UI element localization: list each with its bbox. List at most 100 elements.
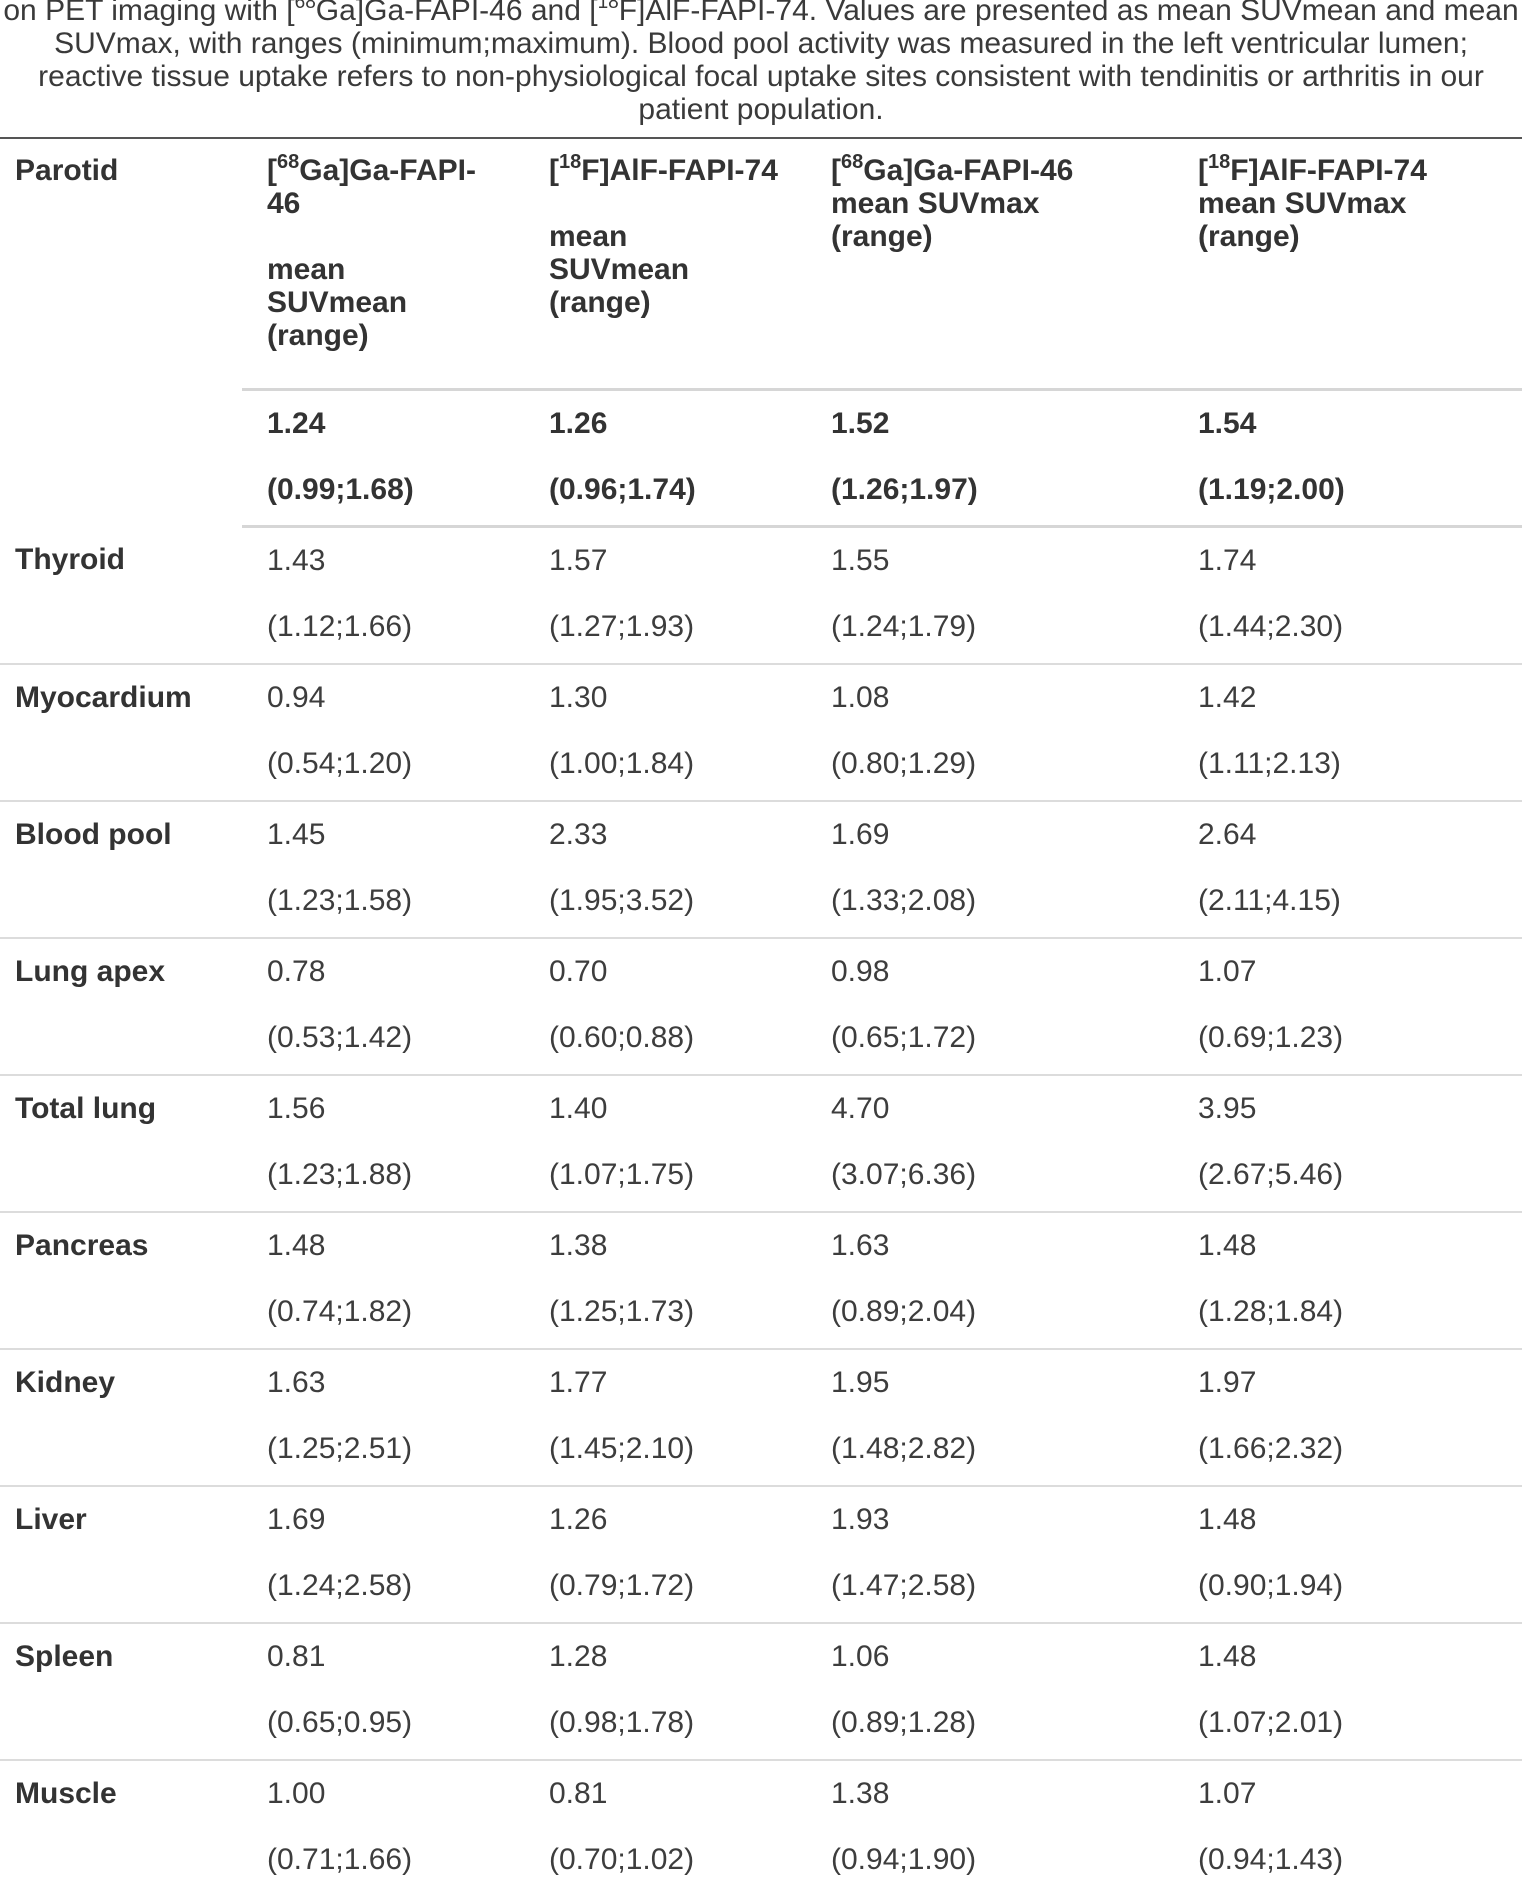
cell-value: 1.30 — [549, 681, 608, 714]
cell-range: (1.12;1.66) — [267, 610, 413, 643]
table-cell: 1.06 (0.89;1.28) — [806, 1623, 1173, 1761]
row-label: Pancreas — [0, 1212, 242, 1350]
cell-value: 1.55 — [831, 544, 890, 577]
cell-range: (1.24;2.58) — [267, 1569, 413, 1602]
table-cell: 1.42 (1.11;2.13) — [1173, 664, 1522, 802]
cell-value: 1.74 — [1198, 544, 1257, 577]
table-cell: 1.48 (1.28;1.84) — [1173, 1212, 1522, 1350]
cell-range: (1.00;1.84) — [549, 747, 695, 780]
cell-value: 0.81 — [549, 1777, 608, 1810]
cell-value: 0.94 — [267, 681, 326, 714]
cell-value: 1.63 — [831, 1229, 890, 1262]
cell-range: (0.80;1.29) — [831, 747, 977, 780]
cell-range: (2.67;5.46) — [1198, 1158, 1344, 1191]
cell-range: (1.48;2.82) — [831, 1432, 977, 1465]
cell-range: (1.07;1.75) — [549, 1158, 695, 1191]
table-cell: 1.63 (1.25;2.51) — [242, 1349, 524, 1487]
row-label: Thyroid — [0, 526, 242, 665]
cell-range: (1.23;1.88) — [267, 1158, 413, 1191]
cell-range: (1.45;2.10) — [549, 1432, 695, 1465]
cell-value: 1.57 — [549, 544, 608, 577]
cell-value: 0.70 — [549, 955, 608, 988]
table-cell: 2.64 (2.11;4.15) — [1173, 801, 1522, 939]
table-row: Muscle 1.00 (0.71;1.66) 0.81 (0.70;1.02) 1.38… — [0, 1760, 1522, 1896]
cell-value: 3.95 — [1198, 1092, 1257, 1125]
table-row: Lung apex 0.78 (0.53;1.42) 0.70 (0.60;0.88) 0… — [0, 938, 1522, 1076]
table-cell: 0.70 (0.60;0.88) — [524, 938, 806, 1076]
cell-range: (0.54;1.20) — [267, 747, 413, 780]
table-row: Pancreas 1.48 (0.74;1.82) 1.38 (1.25;1.73) 1.… — [0, 1212, 1522, 1350]
cell-range: (0.79;1.72) — [549, 1569, 695, 1602]
table-cell: 1.48 (0.74;1.82) — [242, 1212, 524, 1350]
cell-value: 1.48 — [1198, 1503, 1257, 1536]
table-cell: 1.24 (0.99;1.68) — [242, 388, 524, 528]
table-row: Myocardium 0.94 (0.54;1.20) 1.30 (1.00;1.84)… — [0, 664, 1522, 802]
cell-value: 1.95 — [831, 1366, 890, 1399]
table-cell: 1.30 (1.00;1.84) — [524, 664, 806, 802]
cell-range: (0.71;1.66) — [267, 1843, 413, 1876]
table-caption: on PET imaging with [68Ga]Ga-FAPI-46 and… — [0, 0, 1522, 138]
cell-value: 1.56 — [267, 1092, 326, 1125]
cell-range: (1.33;2.08) — [831, 884, 977, 917]
column-header-ga-suvmax: [68Ga]Ga-FAPI-46 mean SUVmax (range) — [831, 151, 1074, 253]
table-cell: 1.95 (1.48;2.82) — [806, 1349, 1173, 1487]
table-cell: 0.81 (0.65;0.95) — [242, 1623, 524, 1761]
table-cell: 1.69 (1.24;2.58) — [242, 1486, 524, 1624]
cell-range: (0.90;1.94) — [1198, 1569, 1344, 1602]
table-cell: 0.94 (0.54;1.20) — [242, 664, 524, 802]
cell-value: 1.93 — [831, 1503, 890, 1536]
cell-value: 1.97 — [1198, 1366, 1257, 1399]
table-cell: 1.54 (1.19;2.00) — [1173, 388, 1522, 528]
cell-range: (1.95;3.52) — [549, 884, 695, 917]
table-cell: 1.00 (0.71;1.66) — [242, 1760, 524, 1896]
cell-range: (3.07;6.36) — [831, 1158, 977, 1191]
cell-range: (0.94;1.43) — [1198, 1843, 1344, 1876]
table-cell: 1.48 (1.07;2.01) — [1173, 1623, 1522, 1761]
table-cell: 1.77 (1.45;2.10) — [524, 1349, 806, 1487]
cell-range: (0.69;1.23) — [1198, 1021, 1344, 1054]
cell-range: (0.94;1.90) — [831, 1843, 977, 1876]
table-cell: 1.97 (1.66;2.32) — [1173, 1349, 1522, 1487]
cell-range: (2.11;4.15) — [1198, 884, 1341, 917]
cell-range: (0.65;0.95) — [267, 1706, 413, 1739]
cell-value: 1.45 — [267, 818, 326, 851]
cell-value: 1.28 — [549, 1640, 608, 1673]
row-label: Blood pool — [0, 801, 242, 939]
cell-range: (1.07;2.01) — [1198, 1706, 1344, 1739]
row-label: Kidney — [0, 1349, 242, 1487]
cell-value: 1.48 — [1198, 1640, 1257, 1673]
table-cell: 1.55 (1.24;1.79) — [806, 526, 1173, 665]
cell-range: (0.60;0.88) — [549, 1021, 695, 1054]
cell-value: 2.64 — [1198, 818, 1257, 851]
table-cell: 1.45 (1.23;1.58) — [242, 801, 524, 939]
row-label-parotid: Parotid — [15, 154, 119, 187]
cell-value: 1.69 — [267, 1503, 326, 1536]
cell-value: 1.06 — [831, 1640, 890, 1673]
cell-range: (1.25;2.51) — [267, 1432, 413, 1465]
table-cell: 1.93 (1.47;2.58) — [806, 1486, 1173, 1624]
table-cell: 1.57 (1.27;1.93) — [524, 526, 806, 665]
table-cell: 1.63 (0.89;2.04) — [806, 1212, 1173, 1350]
cell-value: 2.33 — [549, 818, 608, 851]
row-label: Muscle — [15, 1777, 117, 1810]
caption-divider — [0, 137, 1522, 139]
cell-range: (0.70;1.02) — [549, 1843, 695, 1876]
cell-range: (0.89;1.28) — [831, 1706, 977, 1739]
cell-range: (1.47;2.58) — [831, 1569, 977, 1602]
cell-value: 1.26 — [549, 1503, 608, 1536]
cell-range: (0.53;1.42) — [267, 1021, 413, 1054]
cell-value: 1.08 — [831, 681, 890, 714]
cell-range: (1.24;1.79) — [831, 610, 977, 643]
cell-value: 1.07 — [1198, 955, 1257, 988]
table-row: Total lung 1.56 (1.23;1.88) 1.40 (1.07;1.75)… — [0, 1075, 1522, 1213]
table-cell: 1.28 (0.98;1.78) — [524, 1623, 806, 1761]
table-cell: 1.38 (1.25;1.73) — [524, 1212, 806, 1350]
table-row: 1.24 (0.99;1.68) 1.26 (0.96;1.74) 1.52 (1.2… — [0, 388, 1522, 528]
table-cell: 0.78 (0.53;1.42) — [242, 938, 524, 1076]
table-row: Liver 1.69 (1.24;2.58) 1.26 (0.79;1.72) 1.93 (… — [0, 1486, 1522, 1624]
column-header-f-suvmean: [18F]AlF-FAPI-74 mean SUVmean (range) — [549, 151, 778, 319]
cell-range: (1.27;1.93) — [549, 610, 695, 643]
row-label: Liver — [0, 1486, 242, 1624]
cell-range: (1.66;2.32) — [1198, 1432, 1344, 1465]
cell-value: 1.42 — [1198, 681, 1257, 714]
